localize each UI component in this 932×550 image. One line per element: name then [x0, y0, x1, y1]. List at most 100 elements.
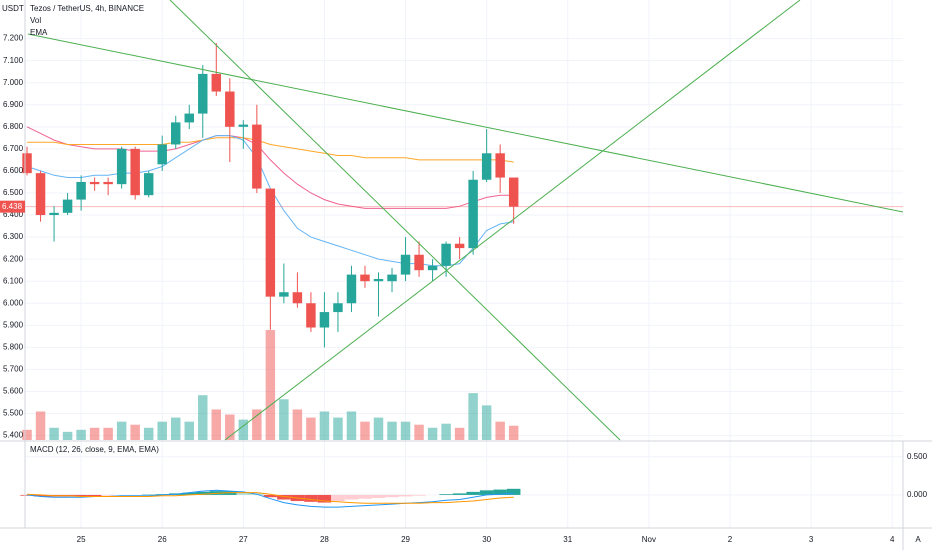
volume-bar: [76, 429, 86, 440]
volume-bar: [211, 409, 222, 440]
macd-histogram-bar: [331, 494, 345, 502]
y-tick-label: 5.900: [3, 320, 24, 329]
candle-body: [143, 173, 154, 196]
legend-item[interactable]: Vol: [30, 16, 41, 25]
candle-body: [103, 181, 113, 185]
macd-histogram-bar: [236, 491, 251, 495]
ema-line: [26, 126, 514, 209]
candle-body: [333, 303, 343, 313]
candle-body: [171, 122, 181, 145]
volume-bar: [49, 427, 59, 440]
x-tick-label: Nov: [642, 535, 656, 544]
volume-bar: [22, 429, 32, 440]
candle-body: [76, 181, 86, 200]
macd-histogram-bar: [196, 491, 210, 495]
volume-bar: [157, 421, 167, 440]
x-tick-label: 2: [728, 535, 733, 544]
chart-title: Tezos / TetherUS, 4h, BINANCE: [30, 4, 144, 13]
macd-histogram-bar: [304, 494, 318, 502]
macd-histogram-bar: [74, 494, 88, 497]
volume-bar: [252, 409, 262, 440]
macd-title: MACD (12, 26, close, 9, EMA, EMA): [30, 445, 159, 454]
volume-bar: [333, 417, 343, 440]
last-price-label: 6.438: [2, 202, 23, 211]
y-tick-label: 5.400: [3, 431, 24, 440]
volume-bar: [400, 421, 411, 440]
volume-bar: [103, 427, 113, 440]
y-tick-label: 7.100: [3, 56, 24, 65]
volume-bar: [495, 421, 505, 440]
volume-bar: [481, 405, 492, 440]
candle-body: [211, 73, 222, 92]
autoscale-button[interactable]: A: [915, 535, 921, 544]
x-tick-label: 25: [77, 535, 86, 544]
candle-body: [427, 265, 438, 271]
candle-body: [279, 292, 289, 297]
volume-bar: [468, 393, 478, 440]
y-tick-label: 6.400: [3, 210, 24, 219]
y-tick-label: 6.200: [3, 254, 24, 263]
volume-bar: [184, 421, 194, 440]
volume-bar: [454, 427, 465, 440]
candle-body: [441, 243, 451, 266]
candle-body: [130, 148, 140, 196]
volume-bar: [171, 417, 181, 440]
candle-body: [373, 278, 384, 282]
trend-line[interactable]: [224, 0, 801, 441]
y-tick-label: 5.600: [3, 387, 24, 396]
y-tick-label: 6.000: [3, 298, 24, 307]
macd-layer: [20, 488, 521, 508]
candle-body: [265, 188, 276, 297]
candle-body: [400, 254, 411, 275]
candle-body: [89, 181, 100, 185]
trend-line[interactable]: [27, 33, 904, 213]
volume-layer: [22, 330, 519, 440]
volume-bar: [116, 421, 127, 440]
volume-bar: [62, 431, 73, 440]
x-tick-label: 31: [563, 535, 572, 544]
signal-line: [26, 492, 514, 504]
volume-bar: [414, 424, 424, 440]
axes: 5.400 5.500 5.600 5.700 5.800 5.900 6.000 6.100…: [0, 34, 928, 544]
x-tick-label: 30: [482, 535, 491, 544]
trend-line[interactable]: [169, 0, 621, 441]
candle-body: [360, 274, 370, 282]
price-layer: [22, 43, 903, 348]
macd-histogram-bar: [358, 494, 372, 499]
y-tick-label: 6.300: [3, 232, 24, 241]
candle-body: [468, 179, 478, 249]
x-tick-label: 28: [320, 535, 329, 544]
volume-bar: [265, 330, 276, 440]
y-tick-label: 6.500: [3, 188, 24, 197]
candle-body: [116, 148, 127, 185]
volume-bar: [346, 411, 357, 440]
candle-body: [62, 199, 73, 213]
volume-bar: [225, 414, 235, 440]
candle-body: [346, 274, 357, 304]
macd-histogram-bar: [493, 489, 507, 495]
macd-tick-label: 0.500: [907, 452, 928, 461]
candle-body: [481, 153, 492, 180]
macd-histogram-bar: [182, 492, 197, 495]
volume-bar: [143, 427, 154, 440]
volume-bar: [360, 421, 370, 440]
x-tick-label: 29: [401, 535, 410, 544]
candle-body: [157, 144, 167, 165]
macd-histogram-bar: [466, 491, 480, 495]
y-tick-label: 7.000: [3, 78, 24, 87]
macd-histogram-bar: [87, 494, 102, 497]
y-tick-label: 5.500: [3, 409, 24, 418]
volume-bar: [508, 425, 519, 440]
candle-body: [306, 303, 316, 328]
macd-histogram-bar: [506, 488, 521, 495]
y-tick-label: 6.900: [3, 100, 24, 109]
candle-body: [495, 153, 505, 178]
candle-body: [414, 254, 424, 271]
volume-bar: [198, 395, 208, 440]
macd-histogram-bar: [344, 494, 359, 500]
macd-histogram-bar: [277, 494, 291, 500]
legend-item[interactable]: EMA: [30, 28, 48, 37]
candle-body: [252, 124, 262, 189]
